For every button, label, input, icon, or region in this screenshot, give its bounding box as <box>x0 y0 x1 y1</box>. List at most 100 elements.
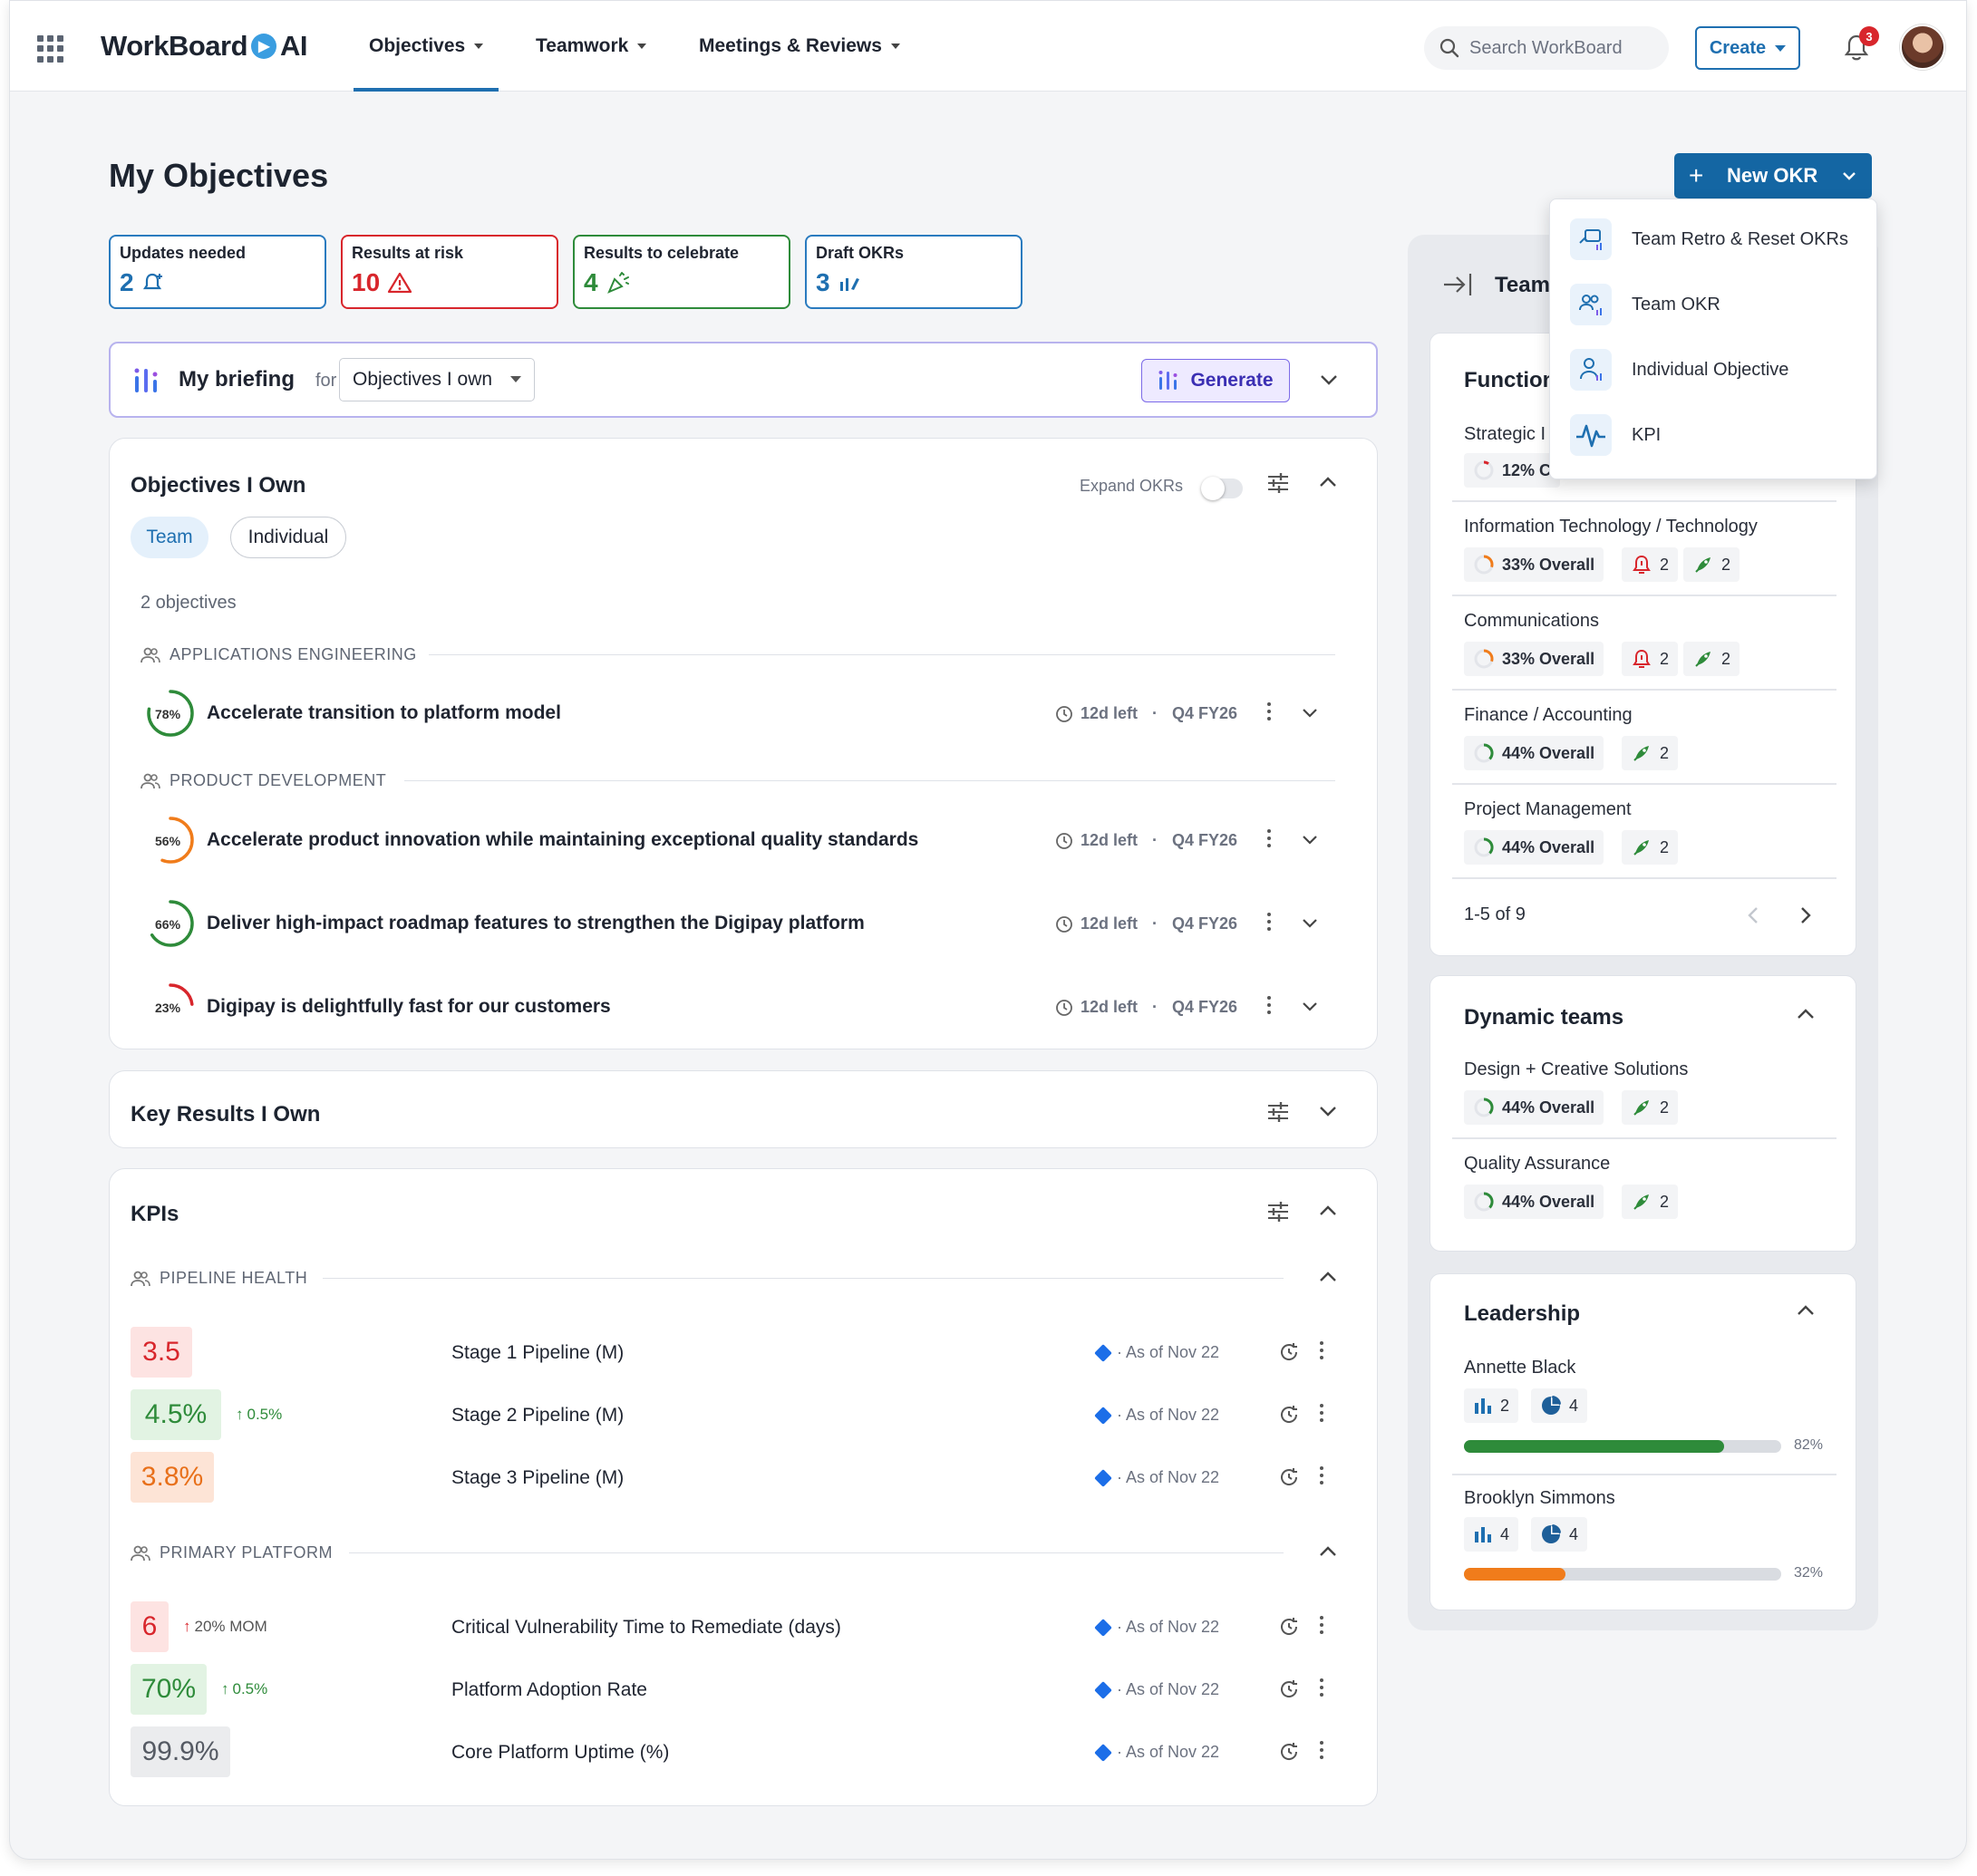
create-button[interactable]: Create <box>1695 26 1800 70</box>
kpi-name[interactable]: Critical Vulnerability Time to Remediate… <box>451 1617 841 1638</box>
tab-individual[interactable]: Individual <box>230 517 346 558</box>
chevron-up-icon[interactable] <box>1319 477 1337 488</box>
objective-title[interactable]: Accelerate transition to platform model <box>207 702 561 723</box>
team-name[interactable]: Design + Creative Solutions <box>1464 1059 1689 1079</box>
stat-results-at-risk[interactable]: Results at risk 10 <box>341 235 558 309</box>
refresh-history-icon[interactable] <box>1278 1616 1300 1638</box>
kpi-name[interactable]: Stage 2 Pipeline (M) <box>451 1405 625 1426</box>
refresh-history-icon[interactable] <box>1278 1466 1300 1488</box>
department-name[interactable]: Strategic I <box>1464 424 1546 444</box>
more-options-icon[interactable] <box>1267 702 1271 720</box>
filter-sliders-icon[interactable] <box>1266 1100 1290 1124</box>
kpi-name[interactable]: Platform Adoption Rate <box>451 1679 647 1700</box>
chevron-down-icon[interactable] <box>1320 374 1338 385</box>
objective-row[interactable]: 66% Deliver high-impact roadmap features… <box>145 898 1323 954</box>
risk-chip[interactable]: 2 <box>1622 547 1679 582</box>
refresh-history-icon[interactable] <box>1278 1341 1300 1363</box>
kpi-row[interactable]: 6 ↑ 20% MOM Critical Vulnerability Time t… <box>131 1601 1345 1654</box>
kpi-row[interactable]: 3.8% Stage 3 Pipeline (M) · As of Nov 22 <box>131 1452 1345 1504</box>
nav-teamwork[interactable]: Teamwork <box>536 35 647 57</box>
kpi-row[interactable]: 4.5% ↑ 0.5% Stage 2 Pipeline (M) · As of … <box>131 1389 1345 1442</box>
objective-row[interactable]: 78% Accelerate transition to platform mo… <box>145 688 1323 744</box>
menu-item-kpi[interactable]: KPI <box>1570 410 1661 460</box>
more-options-icon[interactable] <box>1267 913 1271 931</box>
celebrate-chip[interactable]: 2 <box>1683 547 1740 582</box>
department-name[interactable]: Information Technology / Technology <box>1464 517 1758 537</box>
new-okr-dropdown-toggle[interactable] <box>1827 153 1872 198</box>
celebrate-chip[interactable]: 2 <box>1622 736 1679 770</box>
chevron-up-icon[interactable] <box>1319 1546 1337 1557</box>
menu-item-team-okr[interactable]: Team OKR <box>1570 279 1720 330</box>
chevron-left-icon[interactable] <box>1748 906 1759 924</box>
more-options-icon[interactable] <box>1320 1466 1323 1484</box>
chevron-down-icon[interactable] <box>1319 1106 1337 1117</box>
collapse-panel-icon[interactable] <box>1442 271 1473 298</box>
workboard-logo[interactable]: WorkBoard ▶ AI <box>101 30 308 62</box>
chevron-up-icon[interactable] <box>1797 1305 1815 1316</box>
chevron-up-icon[interactable] <box>1797 1009 1815 1020</box>
briefing-scope-select[interactable]: Objectives I own <box>339 358 535 401</box>
objectives-count[interactable]: 4 <box>1531 1517 1588 1552</box>
menu-item-team-retro[interactable]: Team Retro & Reset OKRs <box>1570 214 1848 265</box>
objective-title[interactable]: Digipay is delightfully fast for our cus… <box>207 996 611 1017</box>
objectives-count[interactable]: 4 <box>1531 1388 1588 1423</box>
more-options-icon[interactable] <box>1320 1404 1323 1422</box>
department-name[interactable]: Communications <box>1464 611 1599 631</box>
stat-results-to-celebrate[interactable]: Results to celebrate 4 <box>573 235 790 309</box>
more-options-icon[interactable] <box>1320 1616 1323 1634</box>
chevron-down-icon[interactable] <box>1302 1001 1318 1011</box>
celebrate-chip[interactable]: 2 <box>1683 642 1740 676</box>
department-name[interactable]: Project Management <box>1464 799 1632 819</box>
filter-sliders-icon[interactable] <box>1266 471 1290 495</box>
expand-okrs-toggle[interactable] <box>1201 477 1243 500</box>
chevron-right-icon[interactable] <box>1800 906 1811 924</box>
more-options-icon[interactable] <box>1267 996 1271 1014</box>
celebrate-chip[interactable]: 2 <box>1622 830 1679 865</box>
more-options-icon[interactable] <box>1267 829 1271 847</box>
risk-chip[interactable]: 2 <box>1622 642 1679 676</box>
refresh-history-icon[interactable] <box>1278 1678 1300 1700</box>
tab-team[interactable]: Team <box>131 517 208 558</box>
stat-draft-okrs[interactable]: Draft OKRs 3 <box>805 235 1022 309</box>
generate-button[interactable]: Generate <box>1141 359 1290 402</box>
nav-objectives[interactable]: Objectives <box>369 35 484 57</box>
team-name[interactable]: Quality Assurance <box>1464 1154 1611 1174</box>
kpi-row[interactable]: 99.9% Core Platform Uptime (%) · As of N… <box>131 1726 1345 1779</box>
key-results-count[interactable]: 2 <box>1464 1388 1519 1423</box>
key-results-card[interactable]: Key Results I Own <box>109 1070 1378 1148</box>
celebrate-chip[interactable]: 2 <box>1622 1090 1679 1125</box>
filter-sliders-icon[interactable] <box>1266 1200 1290 1223</box>
objective-title[interactable]: Accelerate product innovation while main… <box>207 829 919 850</box>
bell-update-icon <box>142 273 162 290</box>
leader-name[interactable]: Brooklyn Simmons <box>1464 1488 1615 1508</box>
objective-title[interactable]: Deliver high-impact roadmap features to … <box>207 913 865 933</box>
objective-row[interactable]: 23% Digipay is delightfully fast for our… <box>145 982 1323 1038</box>
chevron-up-icon[interactable] <box>1319 1205 1337 1216</box>
user-avatar[interactable] <box>1900 24 1945 70</box>
nav-meetings-reviews[interactable]: Meetings & Reviews <box>699 35 900 57</box>
app-launcher-icon[interactable] <box>37 35 64 63</box>
chevron-down-icon[interactable] <box>1302 708 1318 718</box>
key-results-count[interactable]: 4 <box>1464 1517 1519 1552</box>
celebrate-chip[interactable]: 2 <box>1622 1185 1679 1219</box>
more-options-icon[interactable] <box>1320 1678 1323 1697</box>
more-options-icon[interactable] <box>1320 1341 1323 1359</box>
refresh-history-icon[interactable] <box>1278 1741 1300 1763</box>
leader-name[interactable]: Annette Black <box>1464 1358 1576 1378</box>
kpi-name[interactable]: Stage 3 Pipeline (M) <box>451 1467 625 1488</box>
more-options-icon[interactable] <box>1320 1741 1323 1759</box>
chevron-down-icon[interactable] <box>1302 918 1318 928</box>
kpi-name[interactable]: Core Platform Uptime (%) <box>451 1742 670 1763</box>
kpi-row[interactable]: 70% ↑ 0.5% Platform Adoption Rate · As of… <box>131 1664 1345 1716</box>
kpi-name[interactable]: Stage 1 Pipeline (M) <box>451 1342 625 1363</box>
menu-item-individual-objective[interactable]: Individual Objective <box>1570 344 1788 395</box>
kpi-row[interactable]: 3.5 Stage 1 Pipeline (M) · As of Nov 22 <box>131 1327 1345 1379</box>
stat-updates-needed[interactable]: Updates needed 2 <box>109 235 326 309</box>
new-okr-button[interactable]: + New OKR <box>1674 153 1872 198</box>
objective-row[interactable]: 56% Accelerate product innovation while … <box>145 815 1323 871</box>
refresh-history-icon[interactable] <box>1278 1404 1300 1426</box>
chevron-up-icon[interactable] <box>1319 1272 1337 1282</box>
chevron-down-icon[interactable] <box>1302 835 1318 845</box>
search-input[interactable]: Search WorkBoard <box>1424 26 1669 70</box>
department-name[interactable]: Finance / Accounting <box>1464 705 1633 725</box>
